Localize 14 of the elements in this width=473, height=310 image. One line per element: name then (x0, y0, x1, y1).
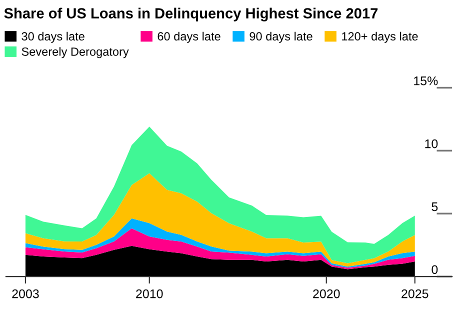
chart-title: Share of US Loans in Delinquency Highest Since 2017 (4, 8, 378, 22)
legend-label: 60 days late (158, 32, 220, 43)
y-tick-label: 10 (425, 139, 438, 148)
legend-label: 30 days late (22, 32, 84, 43)
legend-label: 120+ days late (342, 32, 418, 43)
y-tick-label: 5 (432, 202, 438, 212)
legend-label: 90 days late (250, 32, 312, 43)
y-tick-label: 15% (414, 76, 438, 86)
x-tick-label: 2003 (12, 289, 39, 298)
x-tick-label: 2025 (402, 289, 428, 298)
y-tick-label: 0 (432, 265, 438, 274)
x-tick-label: 2010 (136, 289, 163, 298)
x-tick-label: 2020 (313, 289, 340, 298)
legend-label: Severely Derogatory (22, 47, 129, 58)
